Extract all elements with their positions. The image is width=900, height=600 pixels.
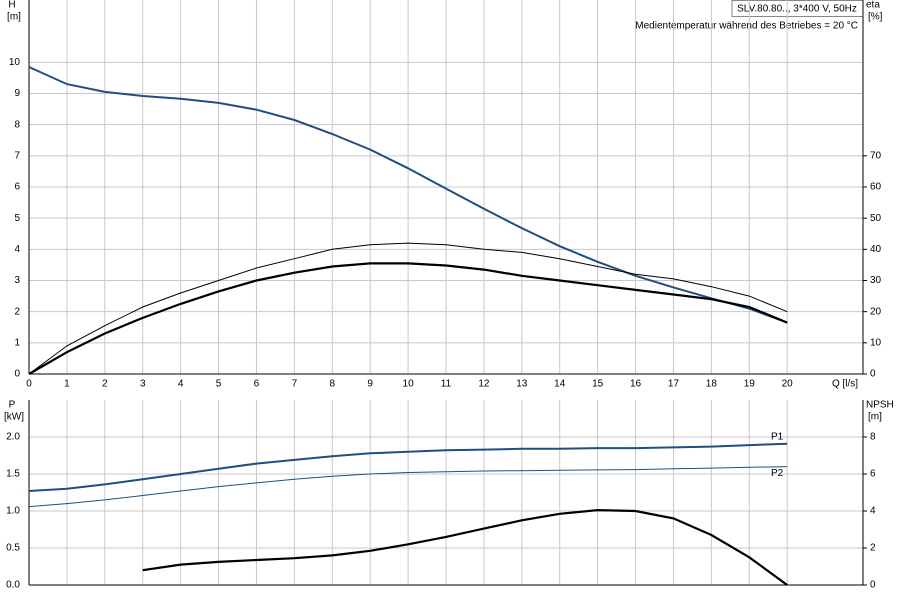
y-axis-unit: [m]: [7, 12, 21, 23]
y2-tick-label: 8: [870, 432, 876, 443]
x-tick-label: 11: [441, 379, 452, 390]
y-tick-label: 1.5: [6, 469, 20, 480]
x-tick-label: 19: [744, 379, 756, 390]
y2-axis-label: eta: [866, 0, 880, 11]
x-tick-label: 2: [102, 379, 108, 390]
x-tick-label: 0: [26, 379, 32, 390]
x-tick-label: 15: [592, 379, 604, 390]
x-tick-label: 4: [178, 379, 184, 390]
x-tick-label: 10: [403, 379, 415, 390]
y2-tick-label: 50: [870, 213, 882, 224]
y-tick-label: 7: [14, 150, 20, 161]
series-line: [28, 442, 788, 492]
x-tick-label: 9: [367, 379, 373, 390]
x-tick-label: 5: [216, 379, 222, 390]
chart-title: SLV.80.80.., 3*400 V, 50Hz: [737, 4, 857, 15]
y2-tick-label: 20: [870, 306, 882, 317]
y2-tick-label: 0: [870, 369, 876, 380]
y-tick-label: 1.0: [6, 506, 20, 517]
series-line: [28, 66, 788, 324]
y-tick-label: 4: [14, 244, 20, 255]
series-label: P1: [771, 431, 784, 442]
series-line: [28, 262, 788, 375]
y-axis-label: P: [9, 400, 16, 411]
y-tick-label: 8: [14, 119, 20, 130]
series-line: [142, 508, 788, 586]
y2-tick-label: 10: [870, 337, 882, 348]
y2-tick-label: 60: [870, 182, 882, 193]
y-tick-label: 10: [9, 57, 21, 68]
x-axis-label: Q [l/s]: [832, 379, 858, 390]
x-tick-label: 18: [706, 379, 718, 390]
x-tick-label: 7: [292, 379, 298, 390]
x-tick-label: 14: [554, 379, 566, 390]
y-tick-label: 6: [14, 182, 20, 193]
y-tick-label: 0.5: [6, 543, 20, 554]
y2-axis-unit: [%]: [868, 12, 883, 23]
y-tick-label: 0: [14, 369, 20, 380]
series-line: [28, 242, 788, 375]
y2-tick-label: 4: [870, 506, 876, 517]
x-tick-label: 12: [478, 379, 490, 390]
x-tick-label: 20: [782, 379, 794, 390]
y2-axis-unit: [m]: [868, 412, 882, 423]
x-tick-label: 3: [140, 379, 146, 390]
y2-tick-label: 6: [870, 469, 876, 480]
x-tick-label: 1: [64, 379, 70, 390]
y-tick-label: 5: [14, 213, 20, 224]
series-label: P2: [771, 468, 784, 479]
y-tick-label: 9: [14, 88, 20, 99]
chart-subtitle: Medientemperatur während des Betriebes =…: [635, 21, 858, 32]
y-tick-label: 2: [14, 306, 20, 317]
y-axis-label: H: [8, 0, 15, 11]
y-tick-label: 3: [14, 275, 20, 286]
y-tick-label: 1: [14, 337, 20, 348]
y2-tick-label: 30: [870, 275, 882, 286]
y2-axis-label: NPSH: [866, 400, 894, 411]
series-line: [28, 466, 788, 508]
y-tick-label: 0.0: [6, 580, 20, 591]
y2-tick-label: 2: [870, 543, 876, 554]
y-tick-label: 2.0: [6, 432, 20, 443]
y-axis-unit: [kW]: [4, 412, 24, 423]
y2-tick-label: 70: [870, 150, 882, 161]
y2-tick-label: 0: [870, 580, 876, 591]
x-tick-label: 6: [254, 379, 260, 390]
y2-tick-label: 40: [870, 244, 882, 255]
x-tick-label: 17: [668, 379, 680, 390]
x-tick-label: 13: [516, 379, 528, 390]
x-tick-label: 8: [329, 379, 335, 390]
x-tick-label: 16: [630, 379, 642, 390]
